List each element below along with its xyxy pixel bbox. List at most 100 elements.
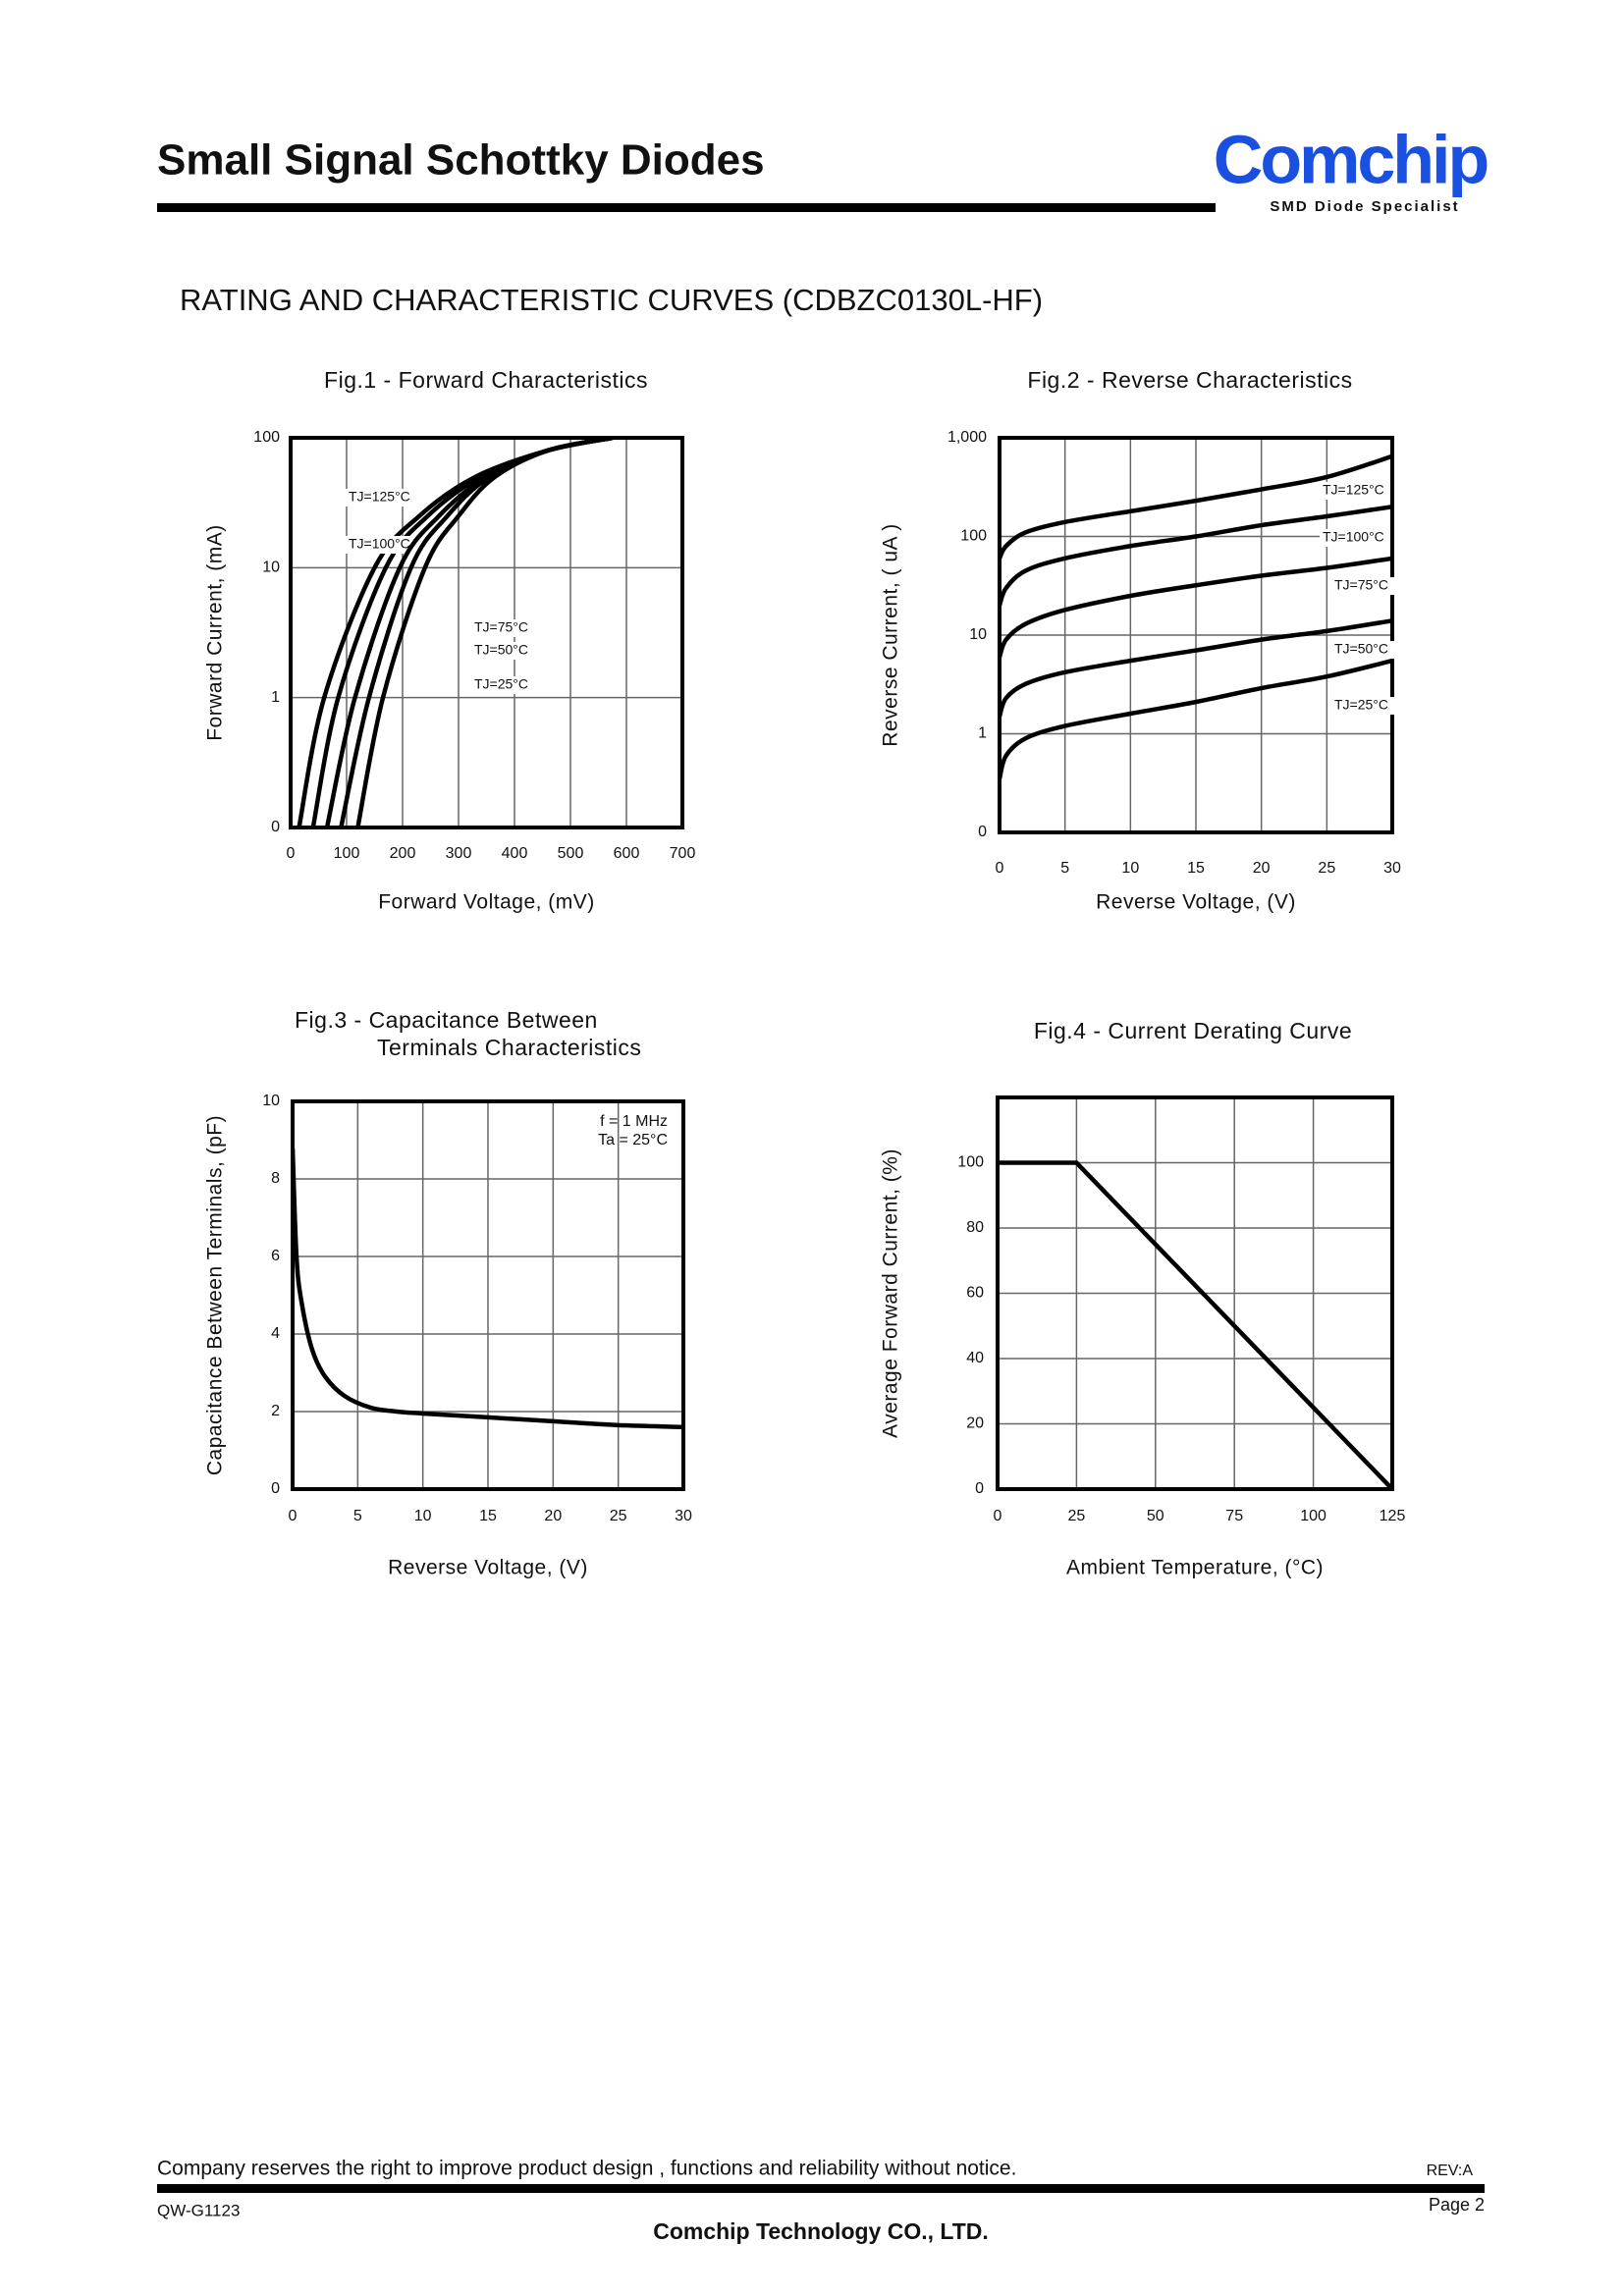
series-label-bg [1331,641,1402,659]
x-tick-label: 10 [414,1508,432,1524]
y-tick-label: 100 [253,429,280,446]
y-axis-label: Reverse Current, ( uA ) [880,523,902,746]
x-tick-label: 50 [1147,1508,1164,1524]
plot-frame [998,436,1394,834]
curve [293,1148,683,1430]
series-label: TJ=125°C [349,489,410,505]
x-tick-label: 500 [558,845,584,862]
header-bar [157,203,1216,212]
series-label: TJ=75°C [474,619,528,635]
x-axis-label: Reverse Voltage, (V) [1096,891,1296,914]
series-label: TJ=50°C [1334,641,1388,657]
x-axis-label: Forward Voltage, (mV) [378,891,595,914]
annotation: Ta = 25°C [598,1132,668,1148]
x-tick-label: 600 [614,845,640,862]
chart: Fig.2 - Reverse Characteristics 0 5 10 15 20 2… [880,367,1402,914]
footer-bar [157,2184,1485,2193]
y-tick-label: 1 [271,689,280,706]
y-axis-label: Average Forward Current, (%) [880,1148,902,1438]
series-label-bg [346,489,416,507]
x-axis-label: Reverse Voltage, (V) [388,1557,588,1579]
plot-frame [289,436,684,829]
series-label-bg [1320,529,1390,547]
series-label-bg [471,676,542,694]
y-tick-label: 80 [966,1219,984,1236]
x-tick-label: 30 [675,1508,692,1524]
x-tick-label: 30 [1383,860,1401,877]
x-tick-label: 5 [1060,860,1069,877]
x-tick-label: 400 [502,845,528,862]
logo: Comchip [1214,121,1488,197]
x-tick-label: 20 [544,1508,562,1524]
y-tick-label: 1 [978,725,987,742]
y-tick-label: 60 [966,1285,984,1302]
x-tick-label: 25 [1318,860,1335,877]
series-label-bg [1331,577,1402,595]
series-label: TJ=25°C [1334,697,1388,713]
y-tick-label: 2 [271,1403,280,1419]
curve [1000,658,1392,779]
x-tick-label: 200 [390,845,416,862]
y-tick-label: 10 [262,560,280,576]
series-label: TJ=75°C [1334,577,1388,593]
y-tick-label: 4 [271,1325,280,1342]
footer-rev: REV:A [1427,2163,1474,2179]
x-tick-label: 0 [996,860,1004,877]
y-tick-label: 6 [271,1248,280,1264]
y-axis-label: Forward Current, (mA) [204,524,227,741]
x-tick-label: 25 [1068,1508,1086,1524]
y-tick-label: 10 [969,626,987,643]
x-tick-label: 300 [446,845,472,862]
y-tick-label: 10 [262,1093,280,1109]
x-tick-label: 25 [610,1508,627,1524]
curve [1000,618,1392,718]
chart-title: Terminals Characteristics [377,1035,641,1060]
footer-notice: Company reserves the right to improve pr… [157,2158,1016,2180]
curve [1000,505,1392,607]
series-label: TJ=100°C [349,536,410,552]
series-label-bg [1320,482,1390,500]
series-label: TJ=50°C [474,642,528,658]
x-tick-label: 0 [994,1508,1002,1524]
plot-frame [996,1095,1394,1491]
series-label: TJ=100°C [1323,529,1384,545]
y-tick-label: 40 [966,1350,984,1366]
x-tick-label: 15 [1187,860,1205,877]
annotation: f = 1 MHz [600,1113,668,1130]
x-tick-label: 10 [1121,860,1139,877]
footer-doc: QW-G1123 [157,2201,240,2219]
x-tick-label: 20 [1253,860,1271,877]
y-tick-label: 0 [271,819,280,835]
y-tick-label: 100 [957,1154,984,1171]
x-tick-label: 15 [479,1508,497,1524]
series-label: TJ=25°C [474,676,528,692]
curve [1000,556,1392,659]
y-tick-label: 8 [271,1170,280,1187]
chart-title: Fig.2 - Reverse Characteristics [1027,367,1352,393]
x-tick-label: 100 [334,845,360,862]
x-tick-label: 75 [1225,1508,1243,1524]
chart-title: Fig.3 - Capacitance Between [295,1007,598,1033]
series-label-bg [346,536,416,554]
series-label: TJ=125°C [1323,482,1384,498]
y-tick-label: 20 [966,1415,984,1432]
series-label-bg [471,619,542,637]
y-axis-label: Capacitance Between Terminals, (pF) [204,1115,227,1475]
x-tick-label: 0 [287,845,296,862]
y-tick-label: 0 [271,1480,280,1497]
series-label-bg [471,642,542,660]
y-tick-label: 0 [975,1480,984,1497]
footer-page: Page 2 [1429,2195,1485,2215]
x-tick-label: 125 [1380,1508,1406,1524]
logo-tagline: SMD Diode Specialist [1270,198,1459,215]
series-label-bg [1331,697,1402,715]
curve [998,1160,1392,1489]
header-title: Small Signal Schottky Diodes [157,136,765,185]
x-tick-label: 5 [353,1508,362,1524]
x-tick-label: 700 [670,845,696,862]
section-heading: RATING AND CHARACTERISTIC CURVES (CDBZC0… [180,283,1043,317]
